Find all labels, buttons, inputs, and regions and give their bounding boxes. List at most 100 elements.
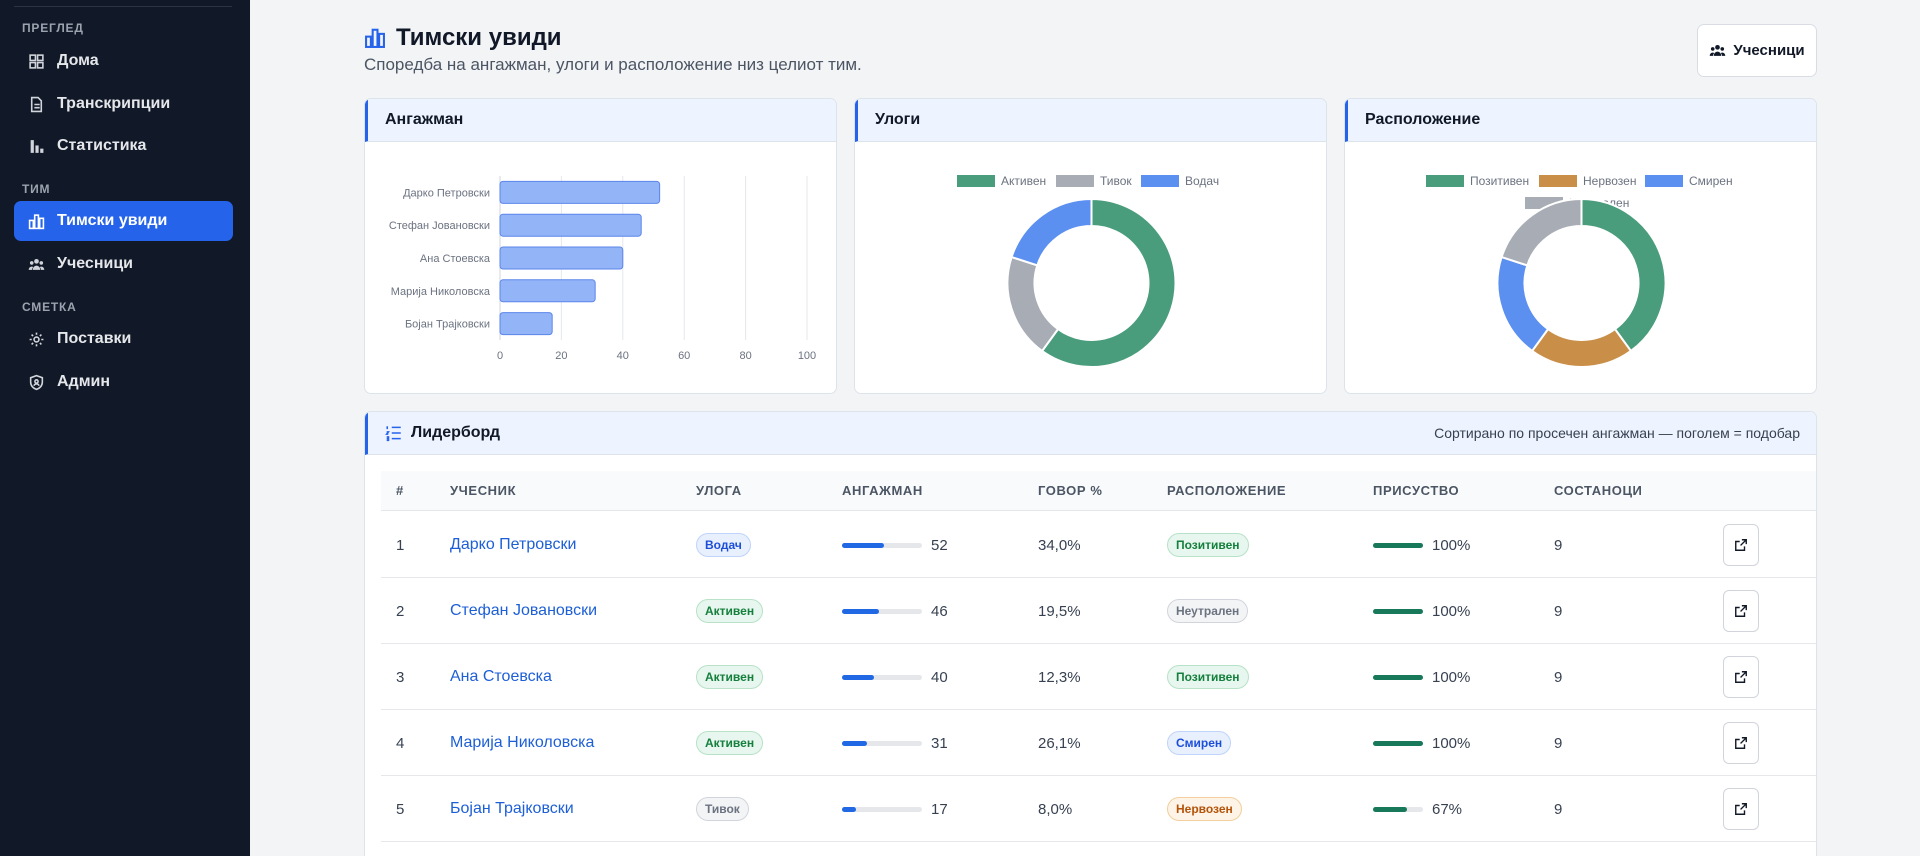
role-badge: Активен	[696, 599, 764, 623]
mood-donut-chart: ПозитивенНервозенСмиренНеутрален	[1426, 174, 1733, 368]
legend-label: Нервозен	[1583, 174, 1636, 188]
attendance-bar	[1373, 674, 1423, 680]
attendance-bar-fill	[1373, 542, 1423, 548]
gear-icon	[29, 332, 44, 346]
x-tick-label: 80	[739, 350, 751, 362]
legend-swatch	[1141, 175, 1179, 187]
sidebar-item-label: Учесници	[57, 255, 133, 272]
external-link-icon	[1735, 671, 1747, 683]
open-participant-button[interactable]	[1723, 722, 1759, 764]
external-link-icon	[1735, 803, 1747, 815]
column-header-participant[interactable]: УЧЕСНИК	[450, 483, 517, 498]
document-icon	[30, 96, 43, 112]
sidebar-section-account: СМЕТКА	[22, 300, 77, 314]
mood-badge: Смирен	[1167, 731, 1232, 755]
page-header: Тимски увиди	[364, 24, 562, 52]
legend-swatch	[1426, 175, 1464, 187]
engagement-bar	[499, 246, 624, 270]
donut-slice	[1496, 255, 1550, 353]
table-row: 4 Марија Николовска Активен 31 26,1% Сми…	[381, 710, 1816, 776]
column-header-role[interactable]: УЛОГА	[696, 483, 742, 498]
leaderboard-header: Лидерборд	[365, 412, 1816, 455]
external-link-icon	[1735, 605, 1747, 617]
engagement-bar-fill	[842, 806, 856, 812]
category-label: Стефан Јовановски	[389, 220, 490, 232]
donut-slice	[1006, 255, 1060, 353]
external-link-icon	[1735, 737, 1747, 749]
speech-cell: 19,5%	[1038, 602, 1081, 620]
mood-card: Расположение ПозитивенНервозенСмиренНеут…	[1344, 98, 1817, 394]
card-title: Улоги	[855, 99, 1326, 142]
external-link-icon	[1735, 539, 1747, 551]
participants-button[interactable]: Учесници	[1697, 24, 1817, 77]
attendance-bar	[1373, 608, 1423, 614]
engagement-value: 31	[931, 734, 948, 752]
legend-label: Тивок	[1100, 174, 1132, 188]
open-participant-button[interactable]	[1723, 590, 1759, 632]
column-header-engagement[interactable]: АНГАЖМАН	[842, 483, 923, 498]
engagement-bar	[842, 542, 922, 548]
attendance-bar-fill	[1373, 740, 1423, 746]
participant-link[interactable]: Стефан Јовановски	[450, 602, 598, 619]
sidebar-item-settings[interactable]: Поставки	[14, 319, 233, 359]
participant-link[interactable]: Ана Стоевска	[450, 668, 552, 685]
column-header-mood[interactable]: РАСПОЛОЖЕНИЕ	[1167, 483, 1287, 498]
attendance-value: 100%	[1432, 536, 1471, 554]
donut-slice	[1040, 197, 1177, 368]
sidebar-item-statistics[interactable]: Статистика	[14, 126, 233, 166]
leaderboard-card: Лидерборд Сортирано по просечен ангажман…	[364, 411, 1817, 856]
meetings-cell: 9	[1554, 602, 1563, 620]
category-label: Дарко Петровски	[403, 187, 490, 199]
meetings-cell: 9	[1554, 668, 1563, 686]
table-row: 1 Дарко Петровски Водач 52 34,0% Позитив…	[381, 512, 1816, 578]
sidebar-item-participants[interactable]: Учесници	[14, 244, 233, 284]
engagement-bar	[842, 608, 922, 614]
mood-badge: Нервозен	[1167, 797, 1242, 821]
sidebar-item-admin[interactable]: Админ	[14, 362, 233, 402]
participant-link[interactable]: Марија Николовска	[450, 734, 595, 751]
column-header-speech[interactable]: ГОВОР %	[1038, 483, 1103, 498]
sidebar-item-team-insights[interactable]: Тимски увиди	[14, 201, 233, 241]
attendance-value: 100%	[1432, 734, 1471, 752]
x-tick-label: 100	[798, 350, 816, 362]
rank-cell: 5	[396, 800, 405, 818]
page-subtitle: Споредба на ангажман, улоги и расположен…	[364, 55, 862, 74]
role-badge: Активен	[696, 665, 764, 689]
participant-link[interactable]: Бојан Трајковски	[450, 800, 574, 817]
engagement-bar	[499, 213, 642, 237]
open-participant-button[interactable]	[1723, 524, 1759, 566]
mood-badge: Позитивен	[1167, 533, 1249, 557]
donut-slice	[1530, 327, 1633, 368]
legend-label: Смирен	[1689, 174, 1733, 188]
sidebar-item-label: Транскрипции	[57, 95, 171, 112]
open-participant-button[interactable]	[1723, 656, 1759, 698]
sidebar-item-home[interactable]: Дома	[14, 41, 233, 81]
legend-label: Позитивен	[1470, 174, 1529, 188]
roles-donut-chart: Активен Тивок Водач	[957, 174, 1219, 368]
legend-label: Активен	[1001, 174, 1046, 188]
speech-cell: 12,3%	[1038, 668, 1081, 686]
category-label: Марија Николовска	[391, 286, 491, 298]
card-title: Ангажман	[365, 99, 836, 142]
open-participant-button[interactable]	[1723, 788, 1759, 830]
rank-cell: 4	[396, 734, 405, 752]
attendance-bar-fill	[1373, 806, 1407, 812]
participant-link[interactable]: Дарко Петровски	[450, 536, 577, 553]
column-header-meetings[interactable]: СОСТАНОЦИ	[1554, 483, 1643, 498]
rank-cell: 1	[396, 536, 405, 554]
team-chart-icon	[28, 213, 45, 229]
participants-button-label: Учесници	[1733, 42, 1805, 59]
meetings-cell: 9	[1554, 536, 1563, 554]
engagement-bar-chart: 0 20 40 60 80 100 Дарко Петровски Стефан Јовано…	[389, 176, 816, 362]
sidebar-item-transcripts[interactable]: Транскрипции	[14, 84, 233, 124]
x-tick-label: 0	[497, 350, 503, 362]
sidebar-section-team: ТИМ	[22, 182, 51, 196]
sidebar-item-label: Поставки	[57, 330, 132, 347]
meetings-cell: 9	[1554, 734, 1563, 752]
page-title: Тимски увиди	[396, 24, 562, 51]
donut-slice	[1580, 197, 1667, 353]
donut-slice	[1010, 197, 1093, 267]
column-header-attendance[interactable]: ПРИСУСТВО	[1373, 483, 1460, 498]
table-row: 3 Ана Стоевска Активен 40 12,3% Позитиве…	[381, 644, 1816, 710]
speech-cell: 8,0%	[1038, 800, 1073, 818]
